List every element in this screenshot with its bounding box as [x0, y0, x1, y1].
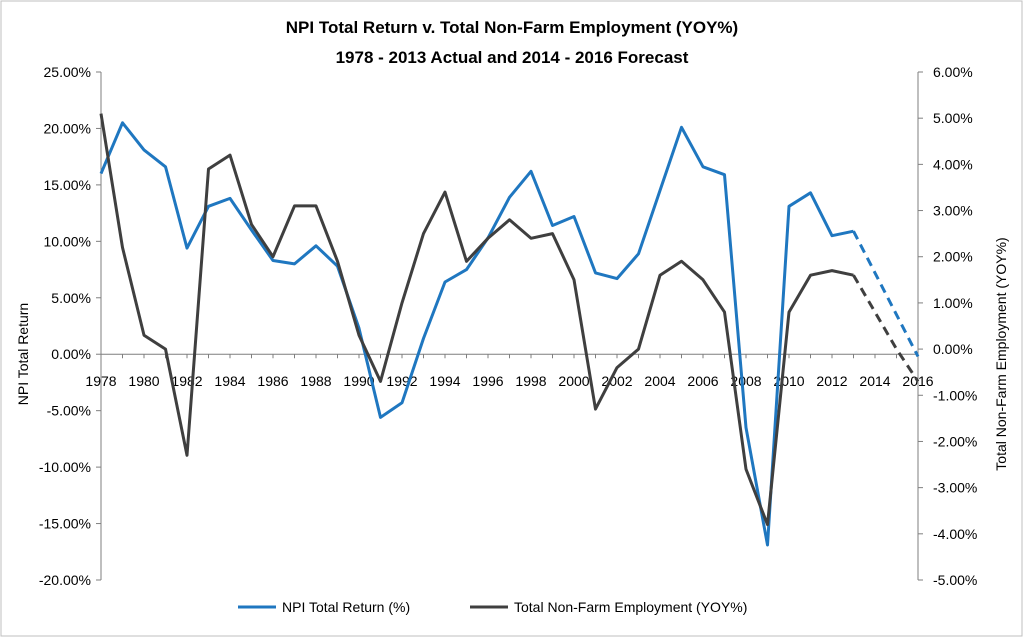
series-line-employment [99, 113, 854, 527]
x-tick-label: 1996 [472, 373, 503, 389]
y-left-tick-label: 15.00% [44, 177, 91, 193]
y-right-tick-label: -3.00% [933, 480, 977, 496]
y-right-tick-label: 2.00% [933, 249, 973, 265]
y-left-tick-label: -10.00% [39, 459, 91, 475]
y-left-tick-label: 5.00% [51, 290, 91, 306]
x-tick-label: 1988 [300, 373, 331, 389]
y-right-tick-label: -4.00% [933, 526, 977, 542]
x-tick-label: 2004 [644, 373, 675, 389]
legend-label-npi: NPI Total Return (%) [282, 599, 410, 615]
x-tick-label: 2014 [859, 373, 890, 389]
y-left-tick-label: -20.00% [39, 572, 91, 588]
y-right-tick-label: 6.00% [933, 64, 973, 80]
y-right-tick-label: 3.00% [933, 203, 973, 219]
x-tick-label: 1982 [171, 373, 202, 389]
y-left-tick-label: 10.00% [44, 233, 91, 249]
x-tick-label: 1992 [386, 373, 417, 389]
y-right-tick-label: 1.00% [933, 295, 973, 311]
chart-title-line-1: NPI Total Return v. Total Non-Farm Emplo… [286, 18, 738, 37]
x-tick-label: 2008 [730, 373, 761, 389]
y-left-tick-label: 0.00% [51, 346, 91, 362]
y-right-tick-label: 0.00% [933, 341, 973, 357]
y-left-tick-label: -15.00% [39, 516, 91, 532]
y-right-tick-label: -5.00% [933, 572, 977, 588]
y-right-tick-label: 5.00% [933, 110, 973, 126]
y-right-tick-label: -1.00% [933, 387, 977, 403]
x-tick-label: 1990 [343, 373, 374, 389]
y-axis-left-title: NPI Total Return [15, 303, 31, 405]
chart-title-line-2: 1978 - 2013 Actual and 2014 - 2016 Forec… [336, 48, 689, 67]
y-left-tick-label: 20.00% [44, 120, 91, 136]
x-tick-label: 1986 [257, 373, 288, 389]
series-line-npi [99, 121, 854, 547]
y-right-tick-label: 4.00% [933, 156, 973, 172]
y-right-tick-label: -2.00% [933, 433, 977, 449]
series-forecast-employment [852, 274, 920, 383]
y-left-tick-label: -5.00% [47, 403, 91, 419]
legend-label-employment: Total Non-Farm Employment (YOY%) [514, 599, 747, 615]
y-axis-right-title: Total Non-Farm Employment (YOY%) [993, 237, 1009, 470]
x-tick-label: 1998 [515, 373, 546, 389]
y-axis-right: 6.00% 5.00% 4.00% 3.00% 2.00% 1.00% 0.00% -1.00… [918, 64, 977, 588]
series-forecast-npi [852, 230, 920, 358]
x-tick-label: 1980 [128, 373, 159, 389]
x-tick-label: 1978 [85, 373, 116, 389]
legend: NPI Total Return (%) Total Non-Farm Empl… [238, 599, 747, 615]
series-group [99, 113, 920, 547]
y-axis-left: 25.00% 20.00% 15.00% 10.00% 5.00% 0.00% -5.00%… [39, 64, 101, 588]
x-tick-label: 1984 [214, 373, 245, 389]
x-tick-label: 2000 [558, 373, 589, 389]
x-tick-label: 2006 [687, 373, 718, 389]
x-tick-label: 1994 [429, 373, 460, 389]
x-tick-label: 2012 [816, 373, 847, 389]
y-left-tick-label: 25.00% [44, 64, 91, 80]
